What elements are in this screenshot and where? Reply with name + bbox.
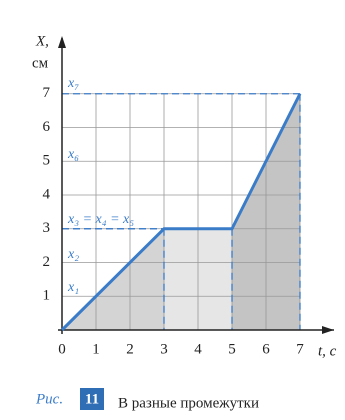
x-tick-label: 2 bbox=[126, 341, 134, 357]
x-tick-label: 3 bbox=[160, 341, 168, 357]
annotation: x₂ bbox=[67, 247, 79, 262]
caption-number: 11 bbox=[85, 391, 99, 407]
x-tick-label: 6 bbox=[262, 341, 270, 357]
y-tick-label: 1 bbox=[43, 288, 51, 304]
y-tick-label: 2 bbox=[43, 254, 51, 270]
y-tick-label: 7 bbox=[43, 85, 51, 101]
chart: X, см t, с Рис. 11 В разные промежутки 0… bbox=[0, 0, 345, 415]
x-tick-label: 1 bbox=[92, 341, 100, 357]
annotation: x₆ bbox=[67, 147, 79, 162]
x-arrow bbox=[322, 326, 334, 334]
y-arrow bbox=[58, 36, 66, 48]
caption-prefix: Рис. bbox=[35, 391, 63, 407]
y-tick-label: 3 bbox=[43, 220, 51, 236]
annotation: x₇ bbox=[67, 76, 79, 91]
annotation: x₃ = x₄ = x₅ bbox=[67, 212, 134, 227]
x-axis-label: t, с bbox=[318, 343, 337, 359]
x-tick-label: 5 bbox=[228, 341, 236, 357]
y-tick-label: 4 bbox=[43, 186, 51, 202]
caption-text: В разные промежутки bbox=[118, 395, 259, 411]
x-tick-label: 4 bbox=[194, 341, 202, 357]
y-tick-label: 5 bbox=[43, 153, 51, 169]
y-axis-unit: см bbox=[32, 55, 49, 71]
annotation: x₁ bbox=[67, 280, 79, 295]
x-tick-label: 7 bbox=[296, 341, 304, 357]
x-tick-label: 0 bbox=[58, 341, 66, 357]
y-tick-label: 6 bbox=[43, 119, 51, 135]
y-axis-label: X, bbox=[35, 33, 49, 49]
